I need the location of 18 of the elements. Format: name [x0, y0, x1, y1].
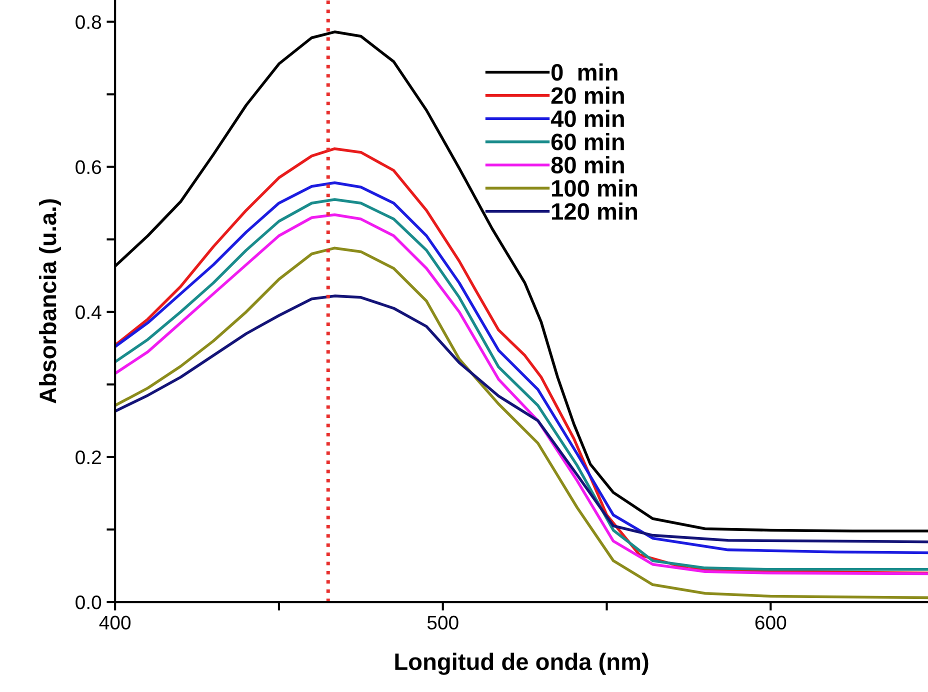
x-tick-label: 400: [99, 616, 131, 630]
legend-label: 120 min: [552, 202, 638, 220]
legend-label: 20 min: [551, 86, 624, 104]
y-tick-label: 0.0: [76, 596, 102, 610]
legend-label: 80 min: [551, 156, 624, 174]
y-tick-label: 0.6: [76, 160, 102, 174]
legend-label: 60 min: [551, 132, 624, 150]
x-tick-label: 600: [755, 616, 786, 630]
legend-label: 100 min: [552, 179, 638, 197]
legend-label: 40 min: [550, 110, 624, 128]
y-tick-label: 0.2: [76, 450, 101, 464]
x-tick-label: 500: [427, 616, 458, 630]
x-axis-title: Longitud de onda (nm): [395, 652, 648, 675]
line-series: [115, 294, 928, 544]
y-axis-title: Absorbancia (u.a.): [38, 199, 61, 404]
y-tick-label: 0.4: [76, 305, 102, 320]
y-tick-label: 0.8: [76, 15, 102, 29]
legend-label: 0 min: [551, 63, 618, 81]
